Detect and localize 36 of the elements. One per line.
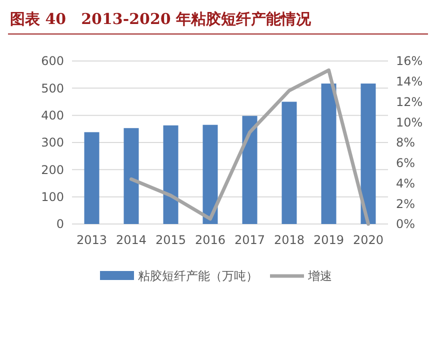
y-tick-label: 400 (41, 108, 64, 123)
x-tick-label: 2018 (274, 233, 305, 247)
bar (321, 84, 336, 224)
y2-tick-label: 14% (396, 74, 423, 89)
bar (360, 84, 376, 224)
legend-label: 粘胶短纤产能（万吨） (138, 269, 258, 284)
legend-label: 增速 (307, 269, 332, 284)
y-tick-label: 600 (41, 54, 64, 68)
y-tick-label: 200 (41, 162, 64, 177)
bar (282, 102, 297, 224)
y-tick-label: 100 (41, 190, 64, 204)
y2-tick-label: 16% (396, 54, 423, 68)
y2-tick-label: 4% (396, 176, 416, 190)
chart-title: 图表 40 2013-2020 年粘胶短纤产能情况 (10, 10, 312, 28)
x-tick-label: 2013 (76, 233, 108, 247)
x-tick-label: 2016 (194, 233, 226, 247)
bar (84, 132, 100, 224)
bar (163, 125, 178, 224)
y2-tick-label: 2% (396, 196, 416, 211)
y-tick-label: 0 (56, 217, 64, 232)
x-tick-label: 2019 (313, 233, 344, 247)
bar (124, 128, 139, 224)
x-tick-label: 2014 (116, 233, 147, 247)
y2-tick-label: 10% (396, 115, 423, 130)
y2-tick-label: 8% (396, 136, 416, 150)
y-tick-label: 300 (41, 136, 64, 150)
line-series (130, 68, 370, 226)
bar (202, 124, 218, 224)
bar (242, 116, 258, 224)
x-tick-label: 2015 (155, 233, 186, 247)
y2-tick-label: 6% (396, 156, 416, 170)
x-tick-label: 2020 (352, 233, 384, 247)
y-tick-label: 500 (41, 81, 64, 96)
y2-tick-label: 12% (396, 94, 423, 109)
y2-tick-label: 0% (396, 217, 416, 232)
x-tick-label: 2017 (234, 233, 266, 247)
